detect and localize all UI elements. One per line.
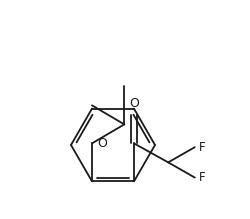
Text: F: F [198,141,204,154]
Text: O: O [128,97,138,110]
Text: F: F [198,171,204,184]
Text: O: O [96,137,106,150]
